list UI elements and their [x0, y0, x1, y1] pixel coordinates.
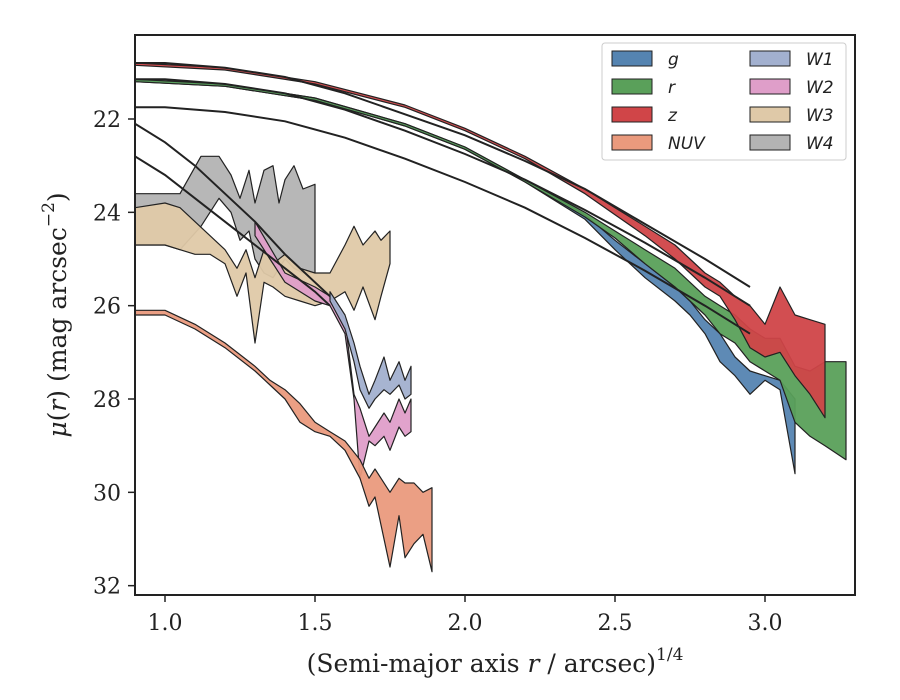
band-r [135, 78, 847, 461]
y-tick-label: 30 [93, 481, 121, 506]
y-axis-label-exp: −2 [39, 202, 59, 227]
y-axis: 22 24 26 28 30 32 [93, 108, 135, 600]
legend-swatch-w1 [749, 50, 791, 67]
legend-frame [601, 42, 847, 161]
y-tick-label: 24 [93, 201, 121, 226]
legend-swatch-w3 [749, 106, 791, 123]
legend-swatch-g [611, 50, 653, 67]
x-tick-label: 2.5 [598, 611, 633, 636]
x-axis-label: (Semi-major axis r / arcsec)1/4 [307, 645, 684, 678]
plot-area [135, 62, 847, 573]
legend-swatch-w2 [749, 78, 791, 95]
x-tick-label: 2.0 [448, 611, 483, 636]
y-tick-label: 22 [93, 108, 121, 133]
model-line-4 [135, 122, 331, 298]
x-tick-label: 1.0 [148, 611, 183, 636]
legend: grz NUV W1 W2 W3 W4 [601, 42, 847, 161]
model-line-5 [135, 155, 331, 307]
x-axis-label-pre: (Semi-major axis [307, 649, 528, 678]
band-w1 [329, 291, 412, 409]
y-tick-label: 32 [93, 575, 121, 600]
y-axis-label-open: ( [43, 412, 72, 422]
legend-label-nuv: NUV [668, 134, 706, 154]
y-axis-label-end: ) [43, 192, 72, 202]
x-axis: 1.0 1.5 2.0 2.5 3.0 [148, 595, 783, 636]
y-axis-label-mu: μ [43, 421, 72, 437]
model-line-1 [135, 62, 751, 288]
axes-frame [134, 34, 856, 596]
legend-swatch-w4 [749, 134, 791, 151]
x-axis-label-post: / arcsec) [539, 649, 656, 678]
band-w2 [254, 221, 412, 479]
y-axis-label-units: (mag arcsec [43, 227, 72, 390]
y-tick-label: 28 [93, 388, 121, 413]
band-nuv [135, 309, 433, 573]
y-axis-label: μ(r) (mag arcsec−2) [39, 192, 72, 437]
y-tick-label: 26 [93, 295, 121, 320]
legend-label-w3: W3 [806, 106, 834, 126]
y-axis-label-var: r [43, 398, 72, 412]
legend-swatch-r [611, 78, 653, 95]
legend-label-g: g [668, 50, 679, 70]
x-axis-label-var: r [528, 649, 542, 678]
model-line-3 [135, 106, 751, 335]
model-line-2 [135, 78, 751, 307]
y-axis-label-close: ) [43, 390, 72, 400]
legend-label-r: r [668, 78, 676, 98]
band-w3 [135, 202, 391, 344]
x-tick-label: 1.5 [298, 611, 333, 636]
legend-label-w4: W4 [806, 134, 834, 154]
x-tick-label: 3.0 [748, 611, 783, 636]
legend-label-w1: W1 [806, 50, 834, 70]
legend-label-w2: W2 [806, 78, 834, 98]
legend-label-z: z [667, 106, 678, 126]
legend-swatch-nuv [611, 134, 653, 151]
legend-swatch-z [611, 106, 653, 123]
x-axis-label-exp: 1/4 [656, 645, 683, 665]
